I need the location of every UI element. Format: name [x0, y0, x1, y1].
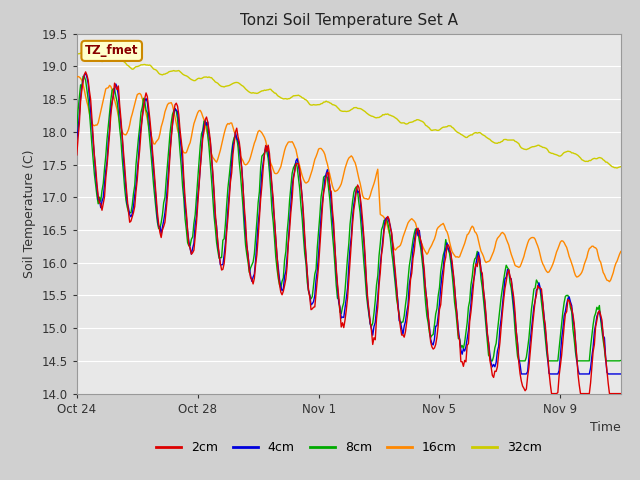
X-axis label: Time: Time	[590, 421, 621, 434]
Y-axis label: Soil Temperature (C): Soil Temperature (C)	[23, 149, 36, 278]
Legend: 2cm, 4cm, 8cm, 16cm, 32cm: 2cm, 4cm, 8cm, 16cm, 32cm	[151, 436, 547, 459]
Title: Tonzi Soil Temperature Set A: Tonzi Soil Temperature Set A	[240, 13, 458, 28]
Text: TZ_fmet: TZ_fmet	[85, 44, 138, 58]
